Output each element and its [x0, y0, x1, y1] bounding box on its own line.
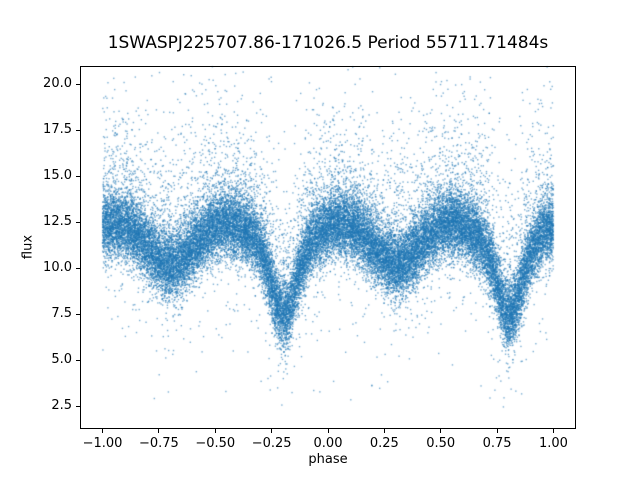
y-tick-label: 5.0: [51, 352, 72, 368]
y-tick-mark: [76, 359, 80, 361]
x-tick-label: −0.75: [138, 436, 179, 451]
y-tick-mark: [76, 221, 80, 223]
x-tick-label: −1.00: [82, 436, 123, 451]
x-tick-mark: [102, 429, 104, 433]
y-tick-label: 15.0: [43, 168, 72, 184]
y-tick-label: 7.5: [51, 306, 72, 322]
x-tick-label: −0.25: [251, 436, 292, 451]
x-tick-label: 0.00: [313, 436, 343, 451]
y-tick-label: 12.5: [43, 214, 72, 230]
y-tick-mark: [76, 267, 80, 269]
y-axis-label: flux: [20, 234, 36, 260]
x-tick-mark: [383, 429, 385, 433]
x-tick-label: 0.50: [426, 436, 456, 451]
y-tick-mark: [76, 313, 80, 315]
y-tick-label: 17.5: [43, 122, 72, 138]
x-tick-label: −0.50: [195, 436, 236, 451]
x-tick-mark: [214, 429, 216, 433]
x-tick-mark: [496, 429, 498, 433]
x-tick-label: 1.00: [538, 436, 568, 451]
x-tick-mark: [158, 429, 160, 433]
y-tick-mark: [76, 129, 80, 131]
y-tick-label: 10.0: [43, 260, 72, 276]
x-tick-mark: [440, 429, 442, 433]
x-tick-label: 0.25: [369, 436, 399, 451]
x-axis-label: phase: [308, 452, 348, 467]
x-tick-mark: [552, 429, 554, 433]
x-tick-label: 0.75: [482, 436, 512, 451]
y-tick-label: 2.5: [51, 398, 72, 414]
x-tick-mark: [327, 429, 329, 433]
y-tick-label: 20.0: [43, 76, 72, 92]
y-tick-mark: [76, 405, 80, 407]
y-tick-mark: [76, 83, 80, 85]
y-tick-mark: [76, 175, 80, 177]
x-tick-mark: [271, 429, 273, 433]
